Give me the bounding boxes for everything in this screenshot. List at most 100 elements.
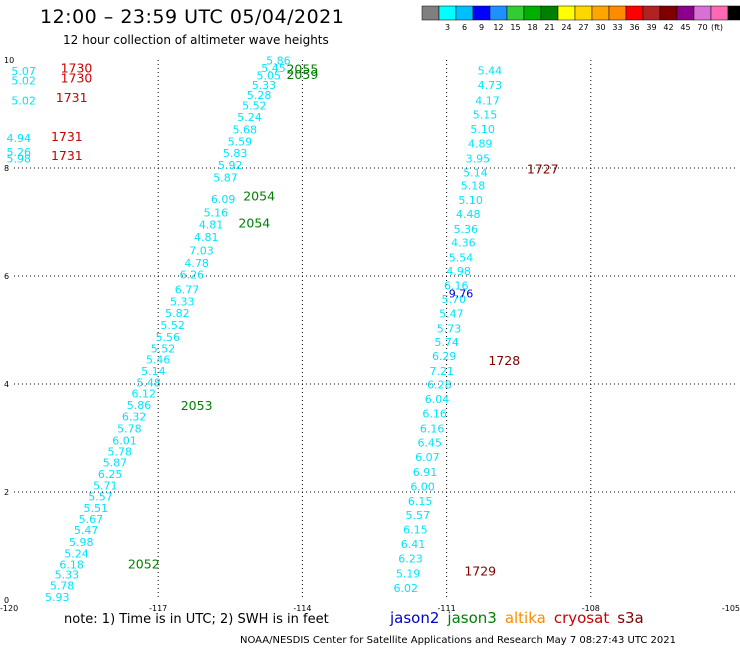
colorbar-label: 42 [663, 23, 673, 32]
swh-value: 5.78 [50, 580, 75, 593]
swh-value: 4.98 [446, 265, 471, 278]
footer-note: note: 1) Time is in UTC; 2) SWH is in fe… [64, 612, 329, 627]
swh-value: 6.26 [180, 269, 205, 282]
colorbar-label: 6 [462, 23, 467, 32]
colorbar-swatch [557, 5, 576, 21]
swh-value: 5.74 [434, 336, 459, 349]
swh-value: 6.00 [410, 480, 435, 493]
swh-value: 5.86 [266, 54, 291, 67]
colorbar-swatch [438, 5, 457, 21]
colorbar-swatch [574, 5, 593, 21]
swh-value: 6.28 [427, 378, 452, 391]
swh-value: 5.82 [165, 307, 190, 320]
swh-value: 4.89 [468, 137, 493, 150]
swh-value: 5.33 [252, 79, 277, 92]
colorbar-label: 27 [578, 23, 588, 32]
swh-value: 5.56 [156, 331, 181, 344]
swh-value: 6.41 [401, 538, 426, 551]
colorbar-label: 15 [510, 23, 520, 32]
swh-value: 5.45 [261, 62, 286, 75]
swh-value: 5.05 [257, 69, 282, 82]
swh-value: 5.26 [7, 146, 32, 159]
swh-value: 4.36 [451, 236, 476, 249]
swh-value: 6.18 [59, 559, 84, 572]
colorbar-label: 36 [629, 23, 639, 32]
time-label: 2059 [286, 67, 318, 82]
time-label: 1730 [61, 60, 93, 75]
colorbar-label: 9 [479, 23, 484, 32]
page-subtitle: 12 hour collection of altimeter wave hei… [63, 33, 329, 47]
time-label: 1729 [464, 564, 496, 579]
x-tick-label: -111 [438, 604, 456, 613]
swh-value: 5.68 [232, 123, 257, 136]
colorbar-label: 30 [595, 23, 605, 32]
swh-value: 4.81 [199, 218, 224, 231]
swh-value: 5.59 [228, 135, 253, 148]
swh-value: 6.25 [98, 468, 123, 481]
swh-value: 6.12 [132, 388, 157, 401]
swh-value: 5.10 [458, 194, 483, 207]
swh-value: 4.78 [184, 257, 209, 270]
swh-value: 5.86 [127, 399, 152, 412]
swh-value: 6.07 [415, 451, 440, 464]
colorbar-swatch [489, 5, 508, 21]
swh-value: 4.81 [194, 231, 219, 244]
colorbar-swatch [676, 5, 695, 21]
colorbar-label: 33 [612, 23, 622, 32]
time-label: 1731 [51, 148, 83, 163]
colorbar-swatch [506, 5, 525, 21]
swh-value: 5.02 [11, 94, 36, 107]
time-label: 2052 [128, 557, 160, 572]
colorbar-swatch [608, 5, 627, 21]
swh-value: 6.45 [418, 437, 443, 450]
y-tick-label: 2 [4, 488, 9, 497]
satellite-cryosat: cryosat [553, 609, 610, 627]
colorbar-label: 12 [493, 23, 503, 32]
colorbar-swatch [540, 5, 559, 21]
swh-value: 5.73 [437, 323, 462, 336]
swh-value: 6.77 [175, 283, 200, 296]
swh-value: 5.87 [103, 457, 128, 470]
swh-value: 5.47 [439, 308, 464, 321]
swh-value: 5.16 [204, 207, 229, 220]
swh-value: 5.10 [470, 123, 495, 136]
swh-value: 6.09 [211, 193, 236, 206]
swh-value: 5.78 [117, 423, 142, 436]
swh-value: 6.16 [422, 407, 447, 420]
footer-credit: NOAA/NESDIS Center for Satellite Applica… [240, 635, 676, 646]
swh-value: 6.15 [408, 495, 433, 508]
swh-value: 6.16 [444, 280, 469, 293]
colorbar-swatch [421, 5, 440, 21]
swh-value: 7.21 [430, 365, 455, 378]
y-tick-label: 0 [4, 596, 9, 605]
colorbar-label: 3 [445, 23, 450, 32]
time-label: 2053 [181, 398, 213, 413]
x-tick-label: -114 [293, 604, 311, 613]
swh-value: 5.47 [74, 524, 99, 537]
swh-value: 5.33 [55, 568, 80, 581]
swh-value: 5.92 [218, 159, 243, 172]
swh-value: 6.04 [425, 393, 450, 406]
swh-value: 5.57 [88, 491, 113, 504]
time-label: 2054 [243, 188, 275, 203]
swh-value: 5.18 [461, 180, 486, 193]
x-tick-label: -108 [582, 604, 600, 613]
satellite-jason3: jason3 [447, 609, 497, 627]
swh-value: 6.91 [413, 466, 438, 479]
swh-value: 5.24 [64, 547, 89, 560]
colorbar-swatch [472, 5, 491, 21]
time-label: 1731 [56, 90, 88, 105]
time-label: 2054 [238, 215, 270, 230]
y-tick-label: 4 [4, 380, 9, 389]
swh-value: 5.07 [11, 65, 36, 78]
swh-points: 5.865.455.055.335.285.525.245.685.595.83… [7, 54, 503, 604]
colorbar-swatch [693, 5, 712, 21]
colorbar-label: 45 [680, 23, 690, 32]
swh-value: 6.23 [398, 553, 423, 566]
swh-value: 5.44 [478, 65, 503, 78]
swh-value: 6.01 [112, 434, 137, 447]
swh-value: 5.83 [223, 147, 248, 160]
swh-value: 5.70 [442, 293, 467, 306]
swh-value: 5.57 [406, 509, 431, 522]
swh-value: 5.93 [45, 591, 70, 604]
